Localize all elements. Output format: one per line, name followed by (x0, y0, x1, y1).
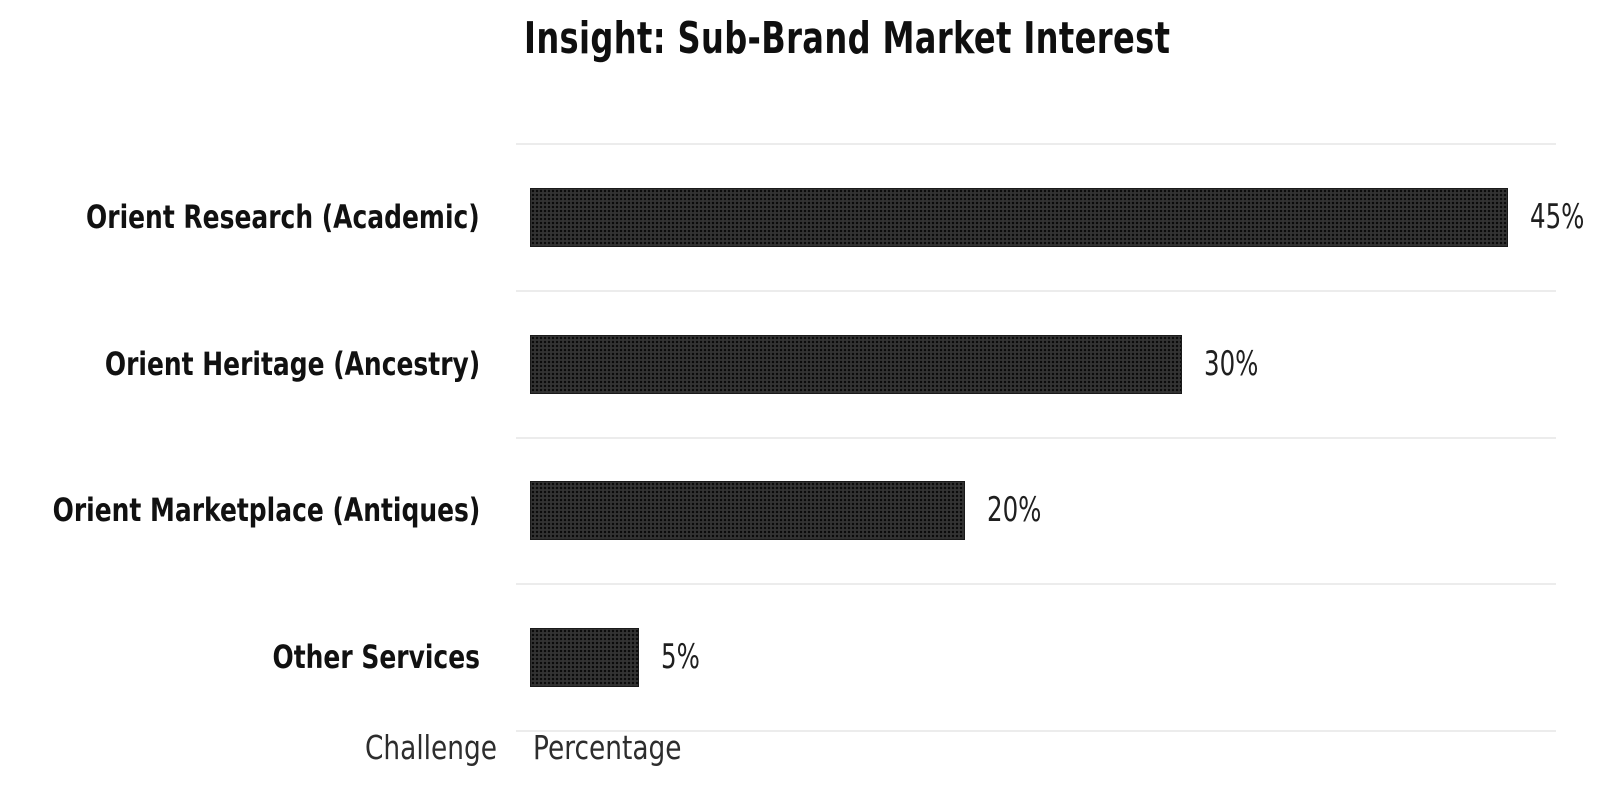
gridline (516, 143, 1556, 145)
value-label: 20% (987, 490, 1042, 530)
bar (530, 335, 1182, 394)
bar (530, 188, 1508, 247)
value-axis-label: Percentage (533, 728, 682, 767)
value-label: 5% (661, 637, 700, 677)
gridline (516, 730, 1556, 732)
value-label: 45% (1530, 197, 1585, 237)
category-label: Other Services (272, 638, 480, 676)
chart-title: Insight: Sub-Brand Market Interest (524, 13, 1171, 64)
value-label: 30% (1204, 344, 1259, 384)
category-label: Orient Heritage (Ancestry) (104, 345, 480, 383)
category-axis-label: Challenge (365, 728, 497, 767)
category-label: Orient Research (Academic) (86, 198, 480, 236)
gridline (516, 437, 1556, 439)
gridline (516, 583, 1556, 585)
bar-row: Orient Marketplace (Antiques) 20% (0, 481, 1600, 540)
bar-row: Orient Heritage (Ancestry) 30% (0, 335, 1600, 394)
bar (530, 481, 965, 540)
bar (530, 628, 639, 687)
category-label: Orient Marketplace (Antiques) (52, 491, 480, 529)
bar-row: Other Services 5% (0, 628, 1600, 687)
bar-row: Orient Research (Academic) 45% (0, 188, 1600, 247)
gridline (516, 290, 1556, 292)
